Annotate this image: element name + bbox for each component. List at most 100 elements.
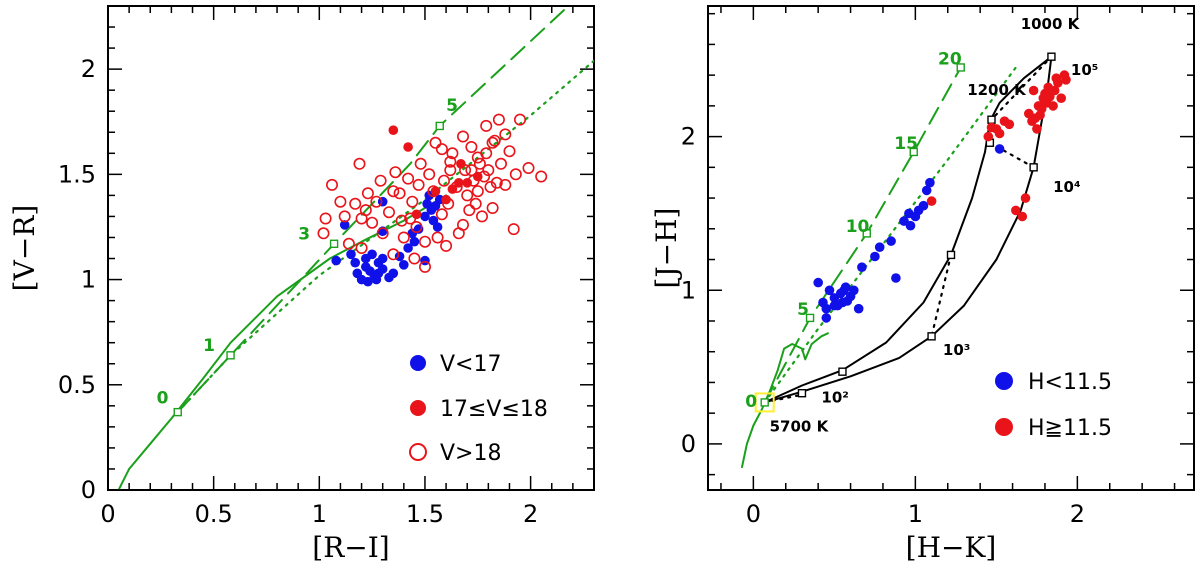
left-point-s0-31: [432, 222, 443, 232]
right-point-s0-11: [849, 285, 859, 296]
left-point-s2-63: [509, 168, 522, 181]
left-point-s0-1: [339, 220, 350, 230]
left-point-s2-24: [408, 252, 421, 265]
left-point-s2-51: [478, 170, 491, 183]
right-point-s1-11: [1032, 124, 1042, 134]
right-line-marker-0: [760, 398, 769, 407]
right-point-s0-27: [821, 313, 832, 323]
left-point-s2-0: [317, 227, 330, 240]
left-point-s2-62: [507, 223, 520, 236]
right-dotted-connector-4: [763, 393, 804, 404]
left-x-tick-labels: 0 0.5 1 1.5 2: [100, 500, 538, 528]
right-line-marker-11: [987, 115, 996, 124]
left-x-tick-label-3: 1.5: [406, 500, 444, 528]
left-point-s2-4: [338, 210, 351, 223]
left-point-s2-61: [503, 145, 516, 158]
right-line-marker-8: [927, 332, 936, 341]
left-y-tick-label-4: 2: [81, 55, 96, 83]
left-point-s2-17: [389, 166, 402, 179]
right-point-s1-22: [1053, 78, 1063, 88]
right-scatter-points: [813, 70, 1071, 323]
left-point-s2-43: [461, 189, 474, 202]
left-point-s2-36: [442, 197, 455, 210]
right-green-solid-track: [741, 332, 829, 468]
left-point-s0-19: [394, 251, 405, 262]
left-point-s2-56: [488, 134, 501, 147]
left-point-s0-3: [350, 257, 361, 268]
right-point-s0-15: [874, 242, 885, 252]
left-point-s2-41: [456, 218, 469, 231]
right-annotation-6: 10²: [821, 388, 848, 406]
right-line-marker-2: [862, 229, 871, 238]
left-point-s0-23: [409, 236, 420, 247]
right-point-s0-25: [925, 177, 935, 188]
right-line-markers: [760, 52, 1056, 407]
left-point-s2-53: [482, 164, 495, 177]
right-x-tick-label-0: 0: [746, 500, 761, 528]
left-point-s2-58: [492, 113, 505, 126]
right-y-tick-label-1: 1: [681, 276, 696, 304]
left-y-axis-label: [V−R]: [8, 205, 41, 292]
left-point-s2-77: [444, 164, 457, 177]
right-point-s1-1: [983, 131, 994, 142]
left-point-s2-60: [499, 128, 512, 141]
right-x-tick-label-2: 2: [1070, 500, 1085, 528]
right-point-s1-7: [1020, 193, 1031, 203]
left-point-s2-30: [423, 168, 436, 181]
left-point-s2-13: [374, 174, 387, 187]
right-plot-frame: [707, 5, 1195, 491]
left-point-s2-20: [397, 231, 410, 244]
right-annotation-11: 1000 K: [1021, 15, 1081, 33]
left-x-tick-label-2: 1: [312, 500, 327, 528]
left-point-s2-25: [410, 221, 423, 234]
left-legend: V<17 17≤V≤18 V>18: [409, 352, 548, 466]
left-y-tick-label-2: 1: [81, 266, 96, 294]
right-point-s0-16: [886, 236, 896, 246]
legend-label-v-gt-18: V>18: [440, 441, 501, 466]
left-point-s2-27: [414, 157, 427, 170]
legend-label-h-lt-11-5: H<11.5: [1028, 370, 1112, 395]
left-point-s0-18: [388, 268, 399, 279]
right-point-s1-4: [994, 128, 1005, 139]
left-point-s2-76: [465, 164, 478, 177]
right-annotation-5: 5700 K: [770, 418, 830, 436]
left-scatter-points: [317, 113, 548, 287]
left-point-s2-22: [404, 212, 417, 225]
legend-marker-h-lt-11-5: [995, 372, 1013, 390]
left-point-s2-72: [429, 136, 442, 149]
right-dotted-connector-3: [988, 55, 1053, 123]
left-point-s2-37: [444, 155, 457, 168]
right-point-s1-23: [1056, 93, 1066, 103]
left-point-s2-8: [355, 242, 368, 255]
right-point-s0-14: [870, 251, 880, 262]
left-point-s2-48: [471, 185, 484, 198]
right-point-s1-5: [1011, 205, 1021, 216]
left-dotted-line: [176, 59, 594, 414]
left-point-s0-2: [346, 249, 356, 260]
left-line-marker-1: [226, 351, 235, 360]
left-point-s2-74: [486, 136, 499, 149]
left-point-s2-31: [427, 185, 440, 198]
left-line-marker-3: [435, 121, 444, 131]
left-plot-frame: [107, 5, 595, 491]
left-point-s2-5: [342, 237, 355, 250]
left-x-axis-label: [R−I]: [312, 531, 389, 564]
left-point-s2-71: [387, 185, 400, 198]
left-annotation-2: 3: [298, 225, 310, 245]
left-point-s2-29: [418, 260, 431, 273]
left-point-s1-2: [411, 209, 422, 220]
left-x-tick-label-4: 2: [523, 500, 538, 528]
right-y-axis-label: [J−H]: [650, 208, 683, 289]
left-point-s2-11: [366, 216, 379, 229]
left-point-s2-38: [446, 147, 459, 160]
left-point-s2-7: [353, 157, 366, 170]
left-point-s2-16: [387, 248, 400, 261]
left-point-s2-45: [465, 141, 478, 154]
left-line-markers: [173, 121, 444, 417]
right-annotation-10: 1200 K: [967, 81, 1027, 99]
right-point-s0-23: [918, 200, 929, 211]
left-point-s2-44: [463, 204, 476, 217]
left-y-tick-label-0: 0: [81, 476, 96, 504]
right-line-marker-1: [805, 313, 815, 323]
left-annotations: 0 1 3 5: [157, 96, 458, 409]
